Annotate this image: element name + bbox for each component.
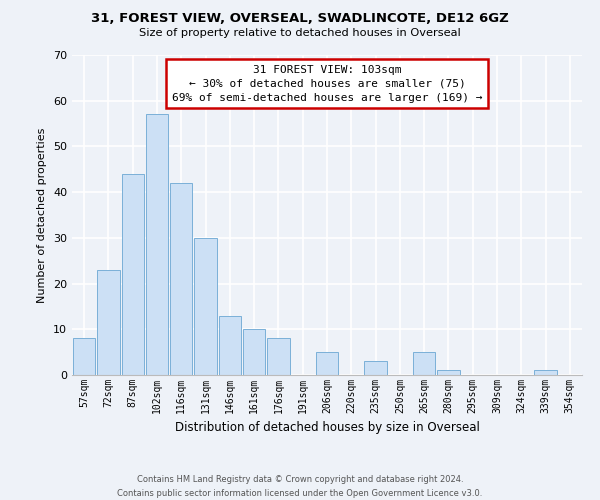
Bar (437, 370, 460, 375)
Text: 31, FOREST VIEW, OVERSEAL, SWADLINCOTE, DE12 6GZ: 31, FOREST VIEW, OVERSEAL, SWADLINCOTE, … (91, 12, 509, 26)
Bar (194, 238, 217, 375)
Bar (267, 338, 290, 375)
Y-axis label: Number of detached properties: Number of detached properties (37, 128, 47, 302)
X-axis label: Distribution of detached houses by size in Overseal: Distribution of detached houses by size … (175, 422, 479, 434)
Bar (535, 370, 557, 375)
Text: Contains HM Land Registry data © Crown copyright and database right 2024.
Contai: Contains HM Land Registry data © Crown c… (118, 476, 482, 498)
Bar (122, 174, 144, 375)
Text: 31 FOREST VIEW: 103sqm
← 30% of detached houses are smaller (75)
69% of semi-det: 31 FOREST VIEW: 103sqm ← 30% of detached… (172, 64, 482, 102)
Bar (170, 183, 193, 375)
Bar (97, 270, 119, 375)
Bar (364, 362, 387, 375)
Bar (316, 352, 338, 375)
Text: Size of property relative to detached houses in Overseal: Size of property relative to detached ho… (139, 28, 461, 38)
Bar (413, 352, 436, 375)
Bar (243, 330, 265, 375)
Bar (218, 316, 241, 375)
Bar (146, 114, 168, 375)
Bar (73, 338, 95, 375)
